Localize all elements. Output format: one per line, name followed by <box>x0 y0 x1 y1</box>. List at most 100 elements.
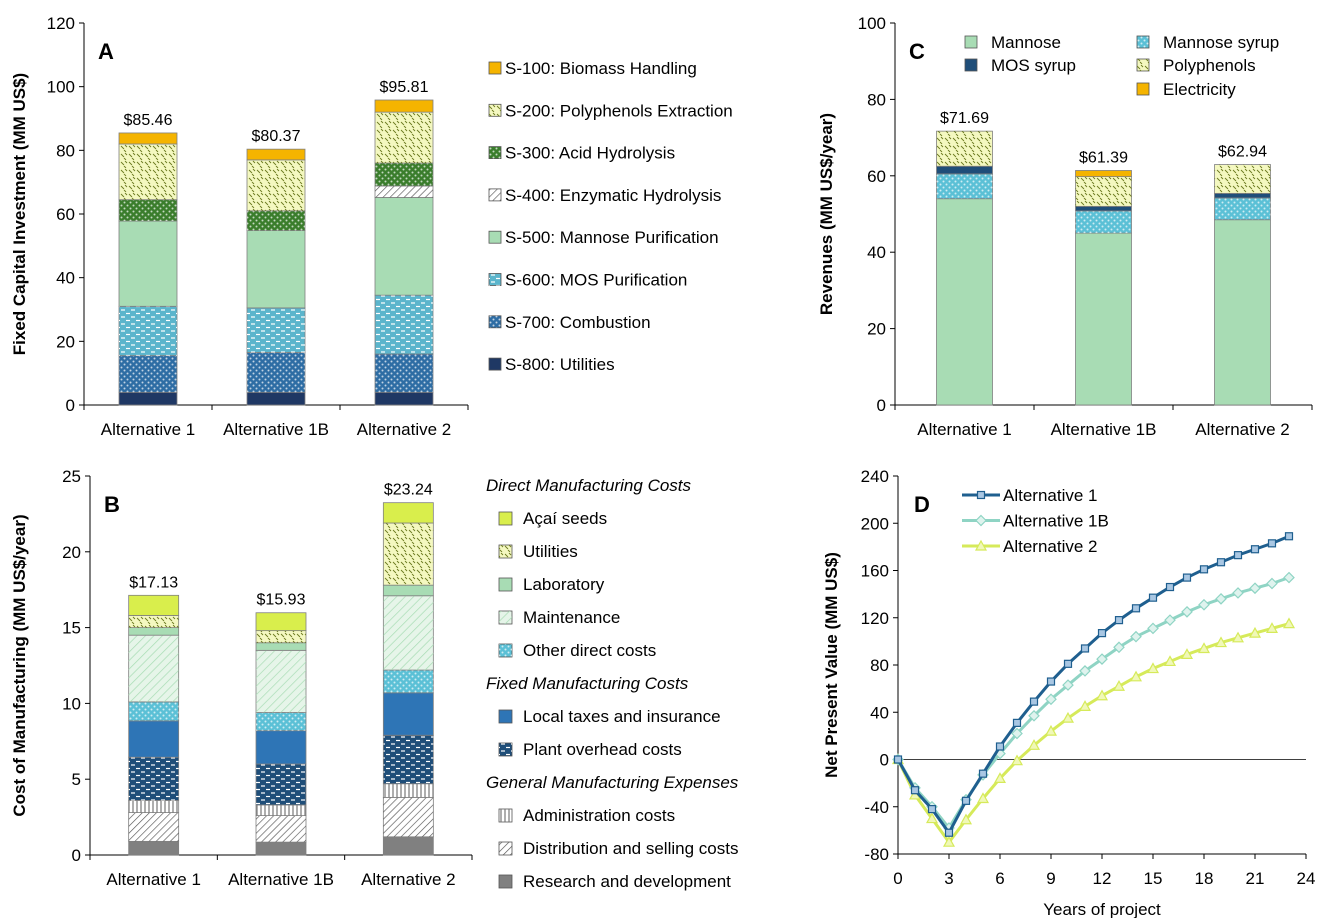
point-alternative-1 <box>1012 718 1022 727</box>
legend-label: Mannose syrup <box>1163 33 1279 52</box>
bar-segment-laboratory <box>255 642 307 651</box>
bar-segment-local-taxes-and-insurance <box>128 720 180 758</box>
bar-segment-utilities-pattern <box>383 522 434 586</box>
bar-segment-utilities-pattern <box>256 630 306 643</box>
legend-group-title: General Manufacturing Expenses <box>486 773 739 792</box>
total-label: $17.13 <box>129 574 178 591</box>
y-tick-label: 20 <box>62 543 81 562</box>
y-tick-label: 0 <box>880 751 889 770</box>
bar-segment-a-a-seeds <box>255 612 307 632</box>
bar-segment-distribution-and-selling-costs-pattern <box>256 815 306 843</box>
legend-label: Plant overhead costs <box>523 740 682 759</box>
panel-d: -80 -40 0 40 80 120 160 200 240 0 3 6 9 12 15 18 21 24 Yea… <box>822 467 1315 918</box>
bar-segment-electricity <box>1075 170 1132 178</box>
y-axis-label: Revenues (MM US$/year) <box>817 113 836 315</box>
y-tick-label: 0 <box>72 846 81 865</box>
y-tick-label: 80 <box>870 656 889 675</box>
legend-label: Alternative 2 <box>1003 537 1098 556</box>
point-alternative-1 <box>1046 677 1056 686</box>
y-tick-label: 100 <box>47 78 75 97</box>
x-tick-label: Alternative 2 <box>1195 420 1290 439</box>
bar-segment-mos-syrup <box>1075 205 1132 212</box>
point-alternative-1 <box>1165 582 1175 592</box>
legend-swatch-other-direct-costs-pattern <box>499 644 512 657</box>
point-alternative-2 <box>1129 670 1143 682</box>
point-alternative-1 <box>1267 539 1277 548</box>
legend-swatch-mos-syrup <box>964 58 978 72</box>
point-alternative-2 <box>925 812 939 824</box>
point-alternative-1b <box>1266 577 1278 590</box>
point-alternative-1b <box>1147 622 1159 635</box>
total-label: $61.39 <box>1079 149 1128 166</box>
x-tick-label: Alternative 1B <box>228 870 334 889</box>
bar-segment-s-300-acid-hydrolysis-pattern <box>375 163 433 186</box>
total-label: $15.93 <box>257 592 306 609</box>
bar-segment-s-200-polyphenols-extraction-pattern <box>247 159 305 211</box>
point-alternative-1 <box>910 786 920 795</box>
bar-segment-other-direct-costs-pattern <box>128 701 179 721</box>
bar-segment-mannose-syrup-pattern <box>1214 197 1271 220</box>
legend-label: Alternative 1B <box>1003 512 1109 531</box>
point-alternative-1b <box>1181 605 1193 618</box>
point-alternative-1 <box>995 742 1005 751</box>
x-tick-label: 12 <box>1093 869 1112 888</box>
bar-segment-mannose <box>1214 219 1271 406</box>
y-tick-label: 120 <box>861 609 889 628</box>
point-alternative-1b <box>1045 693 1057 706</box>
bar-segment-s-700-combustion-pattern <box>375 354 433 393</box>
bar-segment-s-200-polyphenols-extraction-pattern <box>119 143 177 200</box>
total-label: $23.24 <box>384 482 433 499</box>
point-alternative-2 <box>1265 622 1279 633</box>
point-alternative-1b <box>1164 614 1176 626</box>
bar-segment-s-800-utilities <box>118 391 178 406</box>
bar-segment-distribution-and-selling-costs-pattern <box>383 797 434 837</box>
point-alternative-2 <box>1248 626 1262 638</box>
y-axis-label: Cost of Manufacturing (MM US$/year) <box>10 514 29 816</box>
bar-segment-laboratory <box>382 584 434 597</box>
x-tick-label: 18 <box>1195 869 1214 888</box>
x-tick-label: 3 <box>944 869 953 888</box>
legend-swatch-mannose <box>964 35 978 49</box>
legend-group-title: Fixed Manufacturing Costs <box>486 674 689 693</box>
point-alternative-1b <box>1062 679 1074 691</box>
point-alternative-1b <box>1113 641 1125 654</box>
y-tick-label: 80 <box>867 90 886 109</box>
point-alternative-1b <box>1011 727 1023 740</box>
legend-swatch-local-taxes-and-insurance <box>498 709 513 724</box>
point-alternative-1b <box>1079 665 1091 677</box>
total-label: $71.69 <box>940 110 989 127</box>
x-tick-label: Alternative 1 <box>106 870 201 889</box>
point-alternative-2 <box>942 835 956 847</box>
y-tick-label: 40 <box>870 703 889 722</box>
point-alternative-1 <box>961 796 971 805</box>
y-tick-label: 60 <box>56 205 75 224</box>
bar-segment-other-direct-costs-pattern <box>383 670 434 693</box>
legend-label: MOS syrup <box>991 56 1076 75</box>
bar-segment-s-300-acid-hydrolysis-pattern <box>119 199 177 222</box>
bar-segment-mannose-syrup-pattern <box>1075 210 1132 234</box>
panel-letter: B <box>104 492 120 517</box>
legend-label: Maintenance <box>523 608 620 627</box>
legend-label: Mannose <box>991 33 1061 52</box>
series-alternative-1b <box>892 571 1295 834</box>
bar-segment-mannose <box>1075 232 1132 406</box>
x-tick-label: 9 <box>1046 869 1055 888</box>
y-axis-label: Net Present Value (MM US$) <box>822 552 841 778</box>
legend-swatch-distribution-and-selling-costs-pattern <box>499 842 512 855</box>
bar-segment-s-300-acid-hydrolysis-pattern <box>247 210 305 231</box>
point-alternative-1b <box>1096 653 1108 665</box>
point-alternative-1 <box>1199 565 1209 574</box>
y-tick-label: 240 <box>861 467 889 486</box>
legend-label: S-300: Acid Hydrolysis <box>505 144 675 163</box>
point-alternative-2 <box>1282 617 1296 629</box>
y-axis-label: Fixed Capital Investment (MM US$) <box>10 73 29 355</box>
series-alternative-2 <box>891 617 1296 847</box>
point-alternative-1 <box>978 769 988 778</box>
point-alternative-2 <box>1231 631 1245 643</box>
legend-label: S-200: Polyphenols Extraction <box>505 101 733 120</box>
bar-segment-maintenance-pattern <box>256 650 306 713</box>
panel-letter: C <box>909 39 925 64</box>
bar-segment-s-100-biomass-handling <box>374 99 434 113</box>
legend-swatch-s-800-utilities <box>488 357 502 371</box>
